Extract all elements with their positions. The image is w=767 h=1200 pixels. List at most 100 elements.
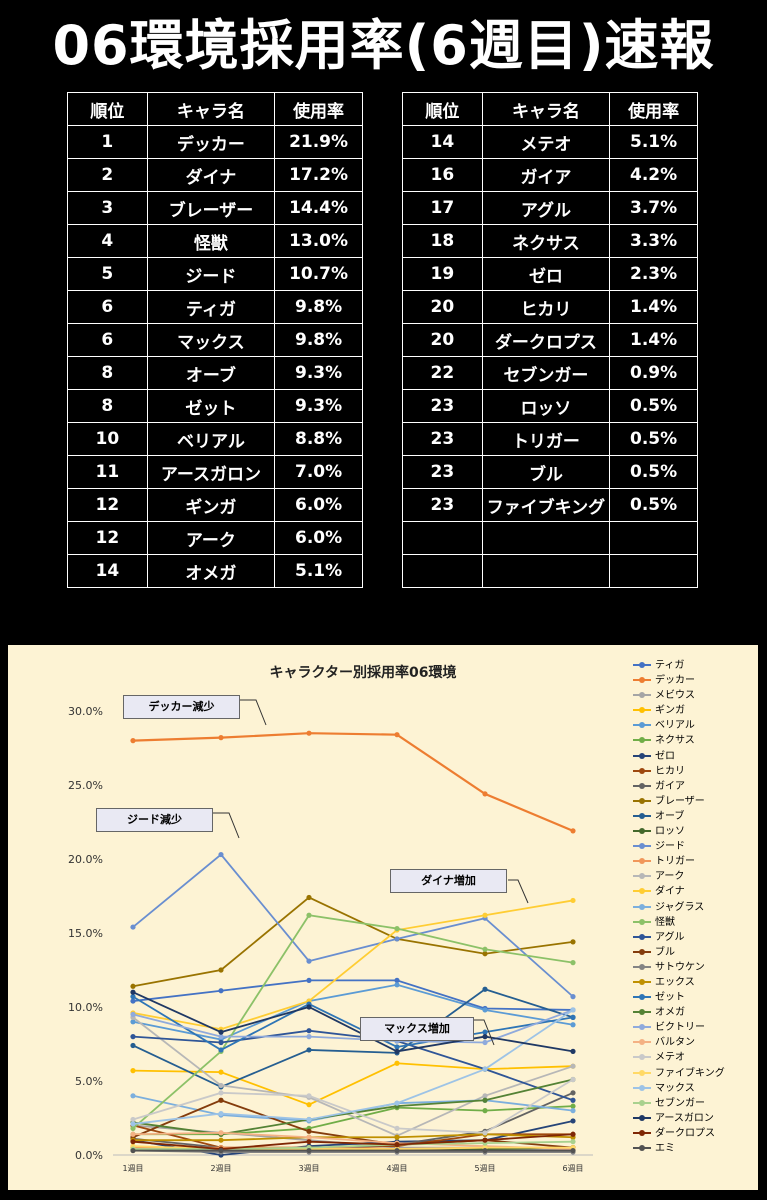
x-tick-label: 4週目 <box>386 1164 407 1173</box>
legend-label: ヒカリ <box>655 765 685 777</box>
table-row: 2 ダイナ 17.2% <box>67 158 363 192</box>
header-rank: 順位 <box>402 92 483 126</box>
data-point <box>218 1034 224 1040</box>
legend-swatch <box>633 963 651 970</box>
rank-cell: 6 <box>67 290 148 324</box>
series-32 <box>130 1147 576 1154</box>
legend-swatch <box>633 782 651 789</box>
rank-cell: 23 <box>402 488 483 522</box>
callout-pointer <box>508 879 529 904</box>
legend-label: サトウケン <box>655 961 705 973</box>
character-cell: ブレーザー <box>146 191 276 225</box>
data-point <box>130 1034 136 1040</box>
rank-cell: 23 <box>402 422 483 456</box>
callout-pointer <box>238 699 267 726</box>
legend-item: アグル <box>633 930 758 945</box>
data-point <box>218 1130 224 1136</box>
series-line <box>132 988 574 1088</box>
table-row <box>402 554 698 588</box>
legend-item: セブンガー <box>633 1096 758 1111</box>
usage-cell: 9.3% <box>274 356 363 390</box>
table-row: 12 アーク 6.0% <box>67 521 363 555</box>
callout-max-increase: マックス増加 <box>360 1017 474 1041</box>
character-cell: ギンガ <box>146 488 276 522</box>
legend-swatch <box>633 1145 651 1151</box>
character-cell <box>481 521 611 555</box>
data-point <box>570 1103 576 1109</box>
character-cell: ジード <box>146 257 276 291</box>
rank-cell: 23 <box>402 389 483 423</box>
data-point <box>306 1047 312 1053</box>
data-point <box>306 894 312 901</box>
data-point <box>482 1108 488 1114</box>
data-point <box>570 1014 576 1020</box>
rank-cell: 18 <box>402 224 483 258</box>
legend-item: オメガ <box>633 1005 758 1020</box>
usage-cell: 9.3% <box>274 389 363 423</box>
data-point <box>394 1100 400 1106</box>
series-line <box>132 1133 574 1150</box>
data-point <box>570 1108 576 1114</box>
legend-item: ジャグラス <box>633 900 758 915</box>
series-line <box>132 914 574 1130</box>
character-cell: ファイブキング <box>481 488 611 522</box>
y-tick-label: 30.0% <box>68 705 103 718</box>
data-point <box>306 1102 312 1108</box>
x-tick-label: 1週目 <box>122 1164 143 1173</box>
legend-item: ティガ <box>633 658 758 673</box>
series-26 <box>130 1076 576 1136</box>
legend-label: ファイブキング <box>655 1067 725 1079</box>
data-point <box>306 1128 312 1134</box>
data-point <box>570 1076 576 1083</box>
legend-swatch <box>633 873 651 880</box>
legend-label: ネクサス <box>655 735 695 747</box>
data-point <box>218 988 224 994</box>
rank-cell <box>402 521 483 555</box>
legend-label: メテオ <box>655 1052 685 1064</box>
table-row: 6 マックス 9.8% <box>67 323 363 357</box>
legend-swatch <box>633 933 651 940</box>
rank-cell: 1 <box>67 125 148 159</box>
legend-swatch <box>633 812 651 819</box>
character-cell: アーク <box>146 521 276 555</box>
x-tick-label: 5週目 <box>474 1164 495 1173</box>
usage-cell: 21.9% <box>274 125 363 159</box>
usage-cell: 9.8% <box>274 323 363 357</box>
rank-cell: 12 <box>67 488 148 522</box>
series-line <box>133 1140 574 1150</box>
table-row: 10 ベリアル 8.8% <box>67 422 363 456</box>
rank-cell: 20 <box>402 323 483 357</box>
series-line <box>132 899 574 1031</box>
legend-label: ゼロ <box>655 750 675 762</box>
legend-label: ジャグラス <box>655 901 705 913</box>
data-point <box>570 1007 576 1013</box>
usage-cell <box>609 521 698 555</box>
data-point <box>482 951 488 957</box>
table-row: 3 ブレーザー 14.4% <box>67 191 363 225</box>
data-point <box>394 1060 400 1066</box>
legend-swatch <box>633 797 651 804</box>
data-point <box>482 1066 488 1072</box>
table-row: 23 ブル 0.5% <box>402 455 698 489</box>
table-header-row: 順位 キャラ名 使用率 <box>67 92 363 126</box>
series-line <box>132 1062 574 1106</box>
y-tick-label: 5.0% <box>75 1075 103 1088</box>
legend-swatch <box>633 677 651 684</box>
legend-item: ゼロ <box>633 749 758 764</box>
data-point <box>482 912 488 918</box>
table-row: 6 ティガ 9.8% <box>67 290 363 324</box>
series-23 <box>130 1076 576 1137</box>
data-point <box>130 1011 136 1017</box>
series-line <box>132 1016 574 1137</box>
character-cell: オメガ <box>146 554 276 588</box>
character-cell: ヒカリ <box>481 290 611 324</box>
data-point <box>130 1068 136 1074</box>
usage-cell: 8.8% <box>274 422 363 456</box>
series-line <box>132 995 574 1051</box>
legend-item: ベリアル <box>633 718 758 733</box>
data-point <box>306 730 312 736</box>
table-row: 18 ネクサス 3.3% <box>402 224 698 258</box>
legend-item: メビウス <box>633 688 758 703</box>
data-point <box>570 1118 576 1124</box>
data-point <box>130 1093 136 1099</box>
